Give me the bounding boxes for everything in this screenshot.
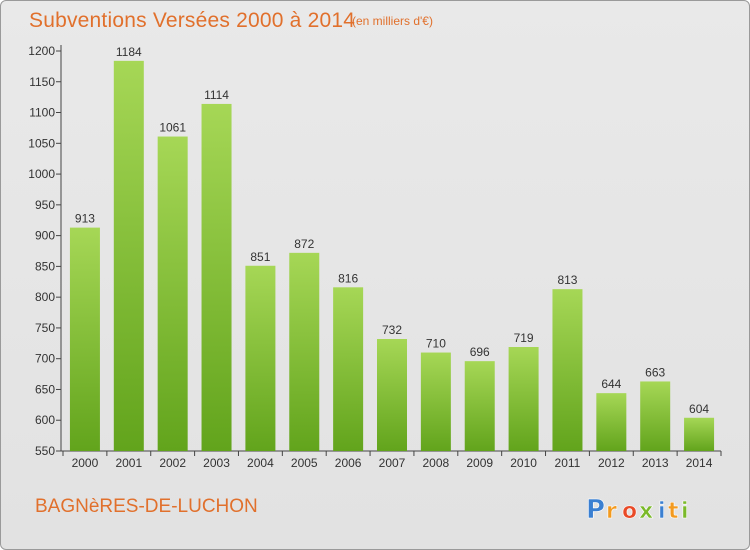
data-label: 710 <box>426 337 446 351</box>
y-tick-label: 1200 <box>28 44 55 58</box>
data-label: 719 <box>514 331 534 345</box>
bar <box>69 227 100 451</box>
commune-name: BAGNèRES-DE-LUCHON <box>35 496 258 517</box>
y-tick-label: 900 <box>35 229 55 243</box>
bar <box>684 417 715 451</box>
bar <box>333 287 364 451</box>
y-tick-label: 1100 <box>29 106 55 120</box>
data-label: 1114 <box>204 88 229 102</box>
bar <box>464 361 495 451</box>
data-label: 813 <box>557 273 577 287</box>
bar <box>640 381 671 451</box>
value-labels: 913 1184 1061 1114 851 872 816 732 710 696 719 813 6… <box>75 45 709 416</box>
x-tick-label: 2011 <box>555 456 581 470</box>
x-tick-label: 2007 <box>379 456 406 470</box>
y-tick-label: 700 <box>35 352 55 366</box>
bar <box>596 393 627 451</box>
x-tick-label: 2002 <box>159 456 186 470</box>
y-tick-label: 600 <box>35 413 55 427</box>
data-label: 663 <box>645 365 665 379</box>
x-tick-label: 2001 <box>115 456 142 470</box>
logo-letter: i <box>681 499 689 524</box>
y-tick-label: 550 <box>35 444 55 458</box>
logo-letter: P <box>586 495 605 525</box>
data-label: 816 <box>338 271 358 285</box>
data-label: 696 <box>470 345 490 359</box>
x-tick-label: 2010 <box>510 456 537 470</box>
data-label: 644 <box>601 377 621 391</box>
logo-letter: i <box>658 499 666 524</box>
bars <box>69 60 715 452</box>
logo-letter: o <box>622 499 637 524</box>
bar <box>113 60 144 451</box>
y-tick-label: 800 <box>35 290 55 304</box>
bar <box>157 136 188 452</box>
logo-letter: x <box>639 499 653 524</box>
data-label: 1184 <box>116 45 142 59</box>
data-label: 872 <box>294 237 314 251</box>
chart-title: Subventions Versées 2000 à 2014 <box>29 9 356 32</box>
data-label: 604 <box>689 402 709 416</box>
x-tick-label: 2003 <box>203 456 230 470</box>
bar <box>508 347 539 451</box>
x-tick-label: 2009 <box>466 456 493 470</box>
x-tick-label: 2000 <box>72 456 99 470</box>
y-tick-label: 950 <box>35 198 55 212</box>
y-tick-label: 650 <box>35 382 55 396</box>
data-label: 913 <box>75 212 95 226</box>
logo-letter: r <box>606 499 617 524</box>
bar <box>420 352 451 451</box>
data-label: 851 <box>250 250 270 264</box>
x-tick-label: 2013 <box>642 456 669 470</box>
unit-note: (en milliers d'€) <box>352 14 433 28</box>
bar <box>377 339 407 451</box>
bar <box>245 265 276 451</box>
x-tick-label: 2008 <box>423 456 450 470</box>
bar <box>552 289 583 451</box>
x-tick-label: 2012 <box>598 456 625 470</box>
data-label: 1061 <box>159 121 186 135</box>
x-tick-label: 2004 <box>247 456 274 470</box>
x-tick-label: 2014 <box>686 456 713 470</box>
data-label: 732 <box>382 323 402 337</box>
bar <box>289 252 320 451</box>
y-tick-label: 750 <box>35 321 55 335</box>
bar <box>201 103 232 451</box>
y-tick-label: 1150 <box>29 75 55 89</box>
y-tick-label: 850 <box>35 259 55 273</box>
y-tick-label: 1050 <box>28 136 55 150</box>
y-tick-label: 1000 <box>28 167 55 181</box>
logo-letter: t <box>668 499 679 524</box>
x-tick-label: 2005 <box>291 456 318 470</box>
x-tick-label: 2006 <box>335 456 362 470</box>
